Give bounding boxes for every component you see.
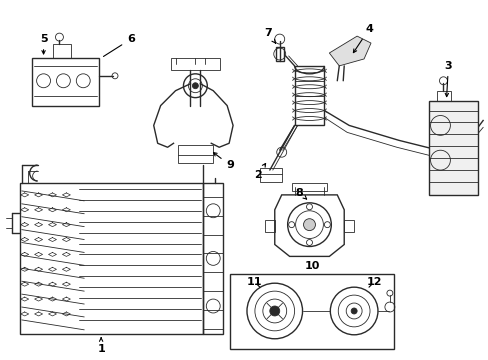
Bar (436, 91, 450, 100)
Text: 8: 8 (295, 188, 306, 199)
Text: 12: 12 (366, 277, 381, 287)
Circle shape (192, 83, 198, 89)
Bar (291, 183, 326, 191)
Circle shape (269, 306, 279, 316)
Bar (294, 66, 324, 125)
Circle shape (350, 308, 356, 314)
Text: 7: 7 (264, 28, 275, 43)
Bar (344, 220, 353, 231)
Bar (230, 274, 393, 349)
Text: 9: 9 (213, 153, 234, 170)
Bar (32, 58, 99, 105)
Bar (259, 168, 281, 182)
Circle shape (303, 219, 315, 231)
Text: 3: 3 (444, 61, 451, 96)
Bar (203, 183, 223, 334)
Text: 1: 1 (97, 338, 105, 354)
Text: 4: 4 (353, 24, 372, 53)
Bar (53, 44, 71, 58)
Bar (427, 100, 477, 195)
Bar (20, 183, 203, 334)
Bar (170, 58, 220, 70)
Text: 5: 5 (40, 34, 47, 54)
Text: 2: 2 (253, 163, 265, 180)
Text: 6: 6 (103, 34, 135, 57)
Text: 11: 11 (246, 277, 262, 287)
Bar (275, 47, 283, 61)
Bar (177, 145, 213, 163)
Polygon shape (328, 36, 370, 66)
Bar (264, 220, 274, 231)
Text: 10: 10 (304, 261, 319, 271)
